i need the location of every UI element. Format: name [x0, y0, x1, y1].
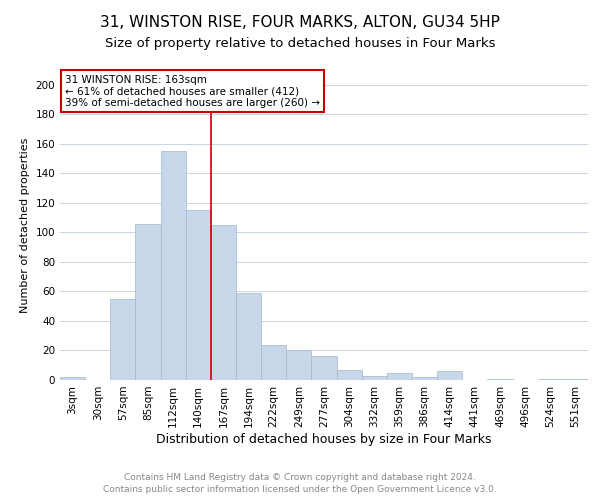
Bar [538, 378, 563, 380]
Bar [387, 372, 412, 380]
Bar [437, 371, 462, 380]
Text: Contains public sector information licensed under the Open Government Licence v3: Contains public sector information licen… [103, 485, 497, 494]
Bar [362, 376, 387, 380]
Text: 31 WINSTON RISE: 163sqm
← 61% of detached houses are smaller (412)
39% of semi-d: 31 WINSTON RISE: 163sqm ← 61% of detache… [65, 74, 320, 108]
Bar [563, 378, 588, 380]
Bar [161, 151, 186, 380]
Bar [487, 378, 512, 380]
Text: Size of property relative to detached houses in Four Marks: Size of property relative to detached ho… [105, 38, 495, 51]
Bar [286, 350, 311, 380]
Bar [236, 293, 261, 380]
Bar [110, 299, 136, 380]
Bar [136, 224, 161, 380]
Bar [311, 356, 337, 380]
Bar [261, 344, 286, 380]
Bar [412, 377, 437, 380]
Text: 31, WINSTON RISE, FOUR MARKS, ALTON, GU34 5HP: 31, WINSTON RISE, FOUR MARKS, ALTON, GU3… [100, 15, 500, 30]
Bar [211, 225, 236, 380]
Text: Contains HM Land Registry data © Crown copyright and database right 2024.: Contains HM Land Registry data © Crown c… [124, 474, 476, 482]
Bar [337, 370, 362, 380]
Bar [60, 377, 85, 380]
Bar [186, 210, 211, 380]
Y-axis label: Number of detached properties: Number of detached properties [20, 138, 30, 312]
X-axis label: Distribution of detached houses by size in Four Marks: Distribution of detached houses by size … [156, 432, 492, 446]
